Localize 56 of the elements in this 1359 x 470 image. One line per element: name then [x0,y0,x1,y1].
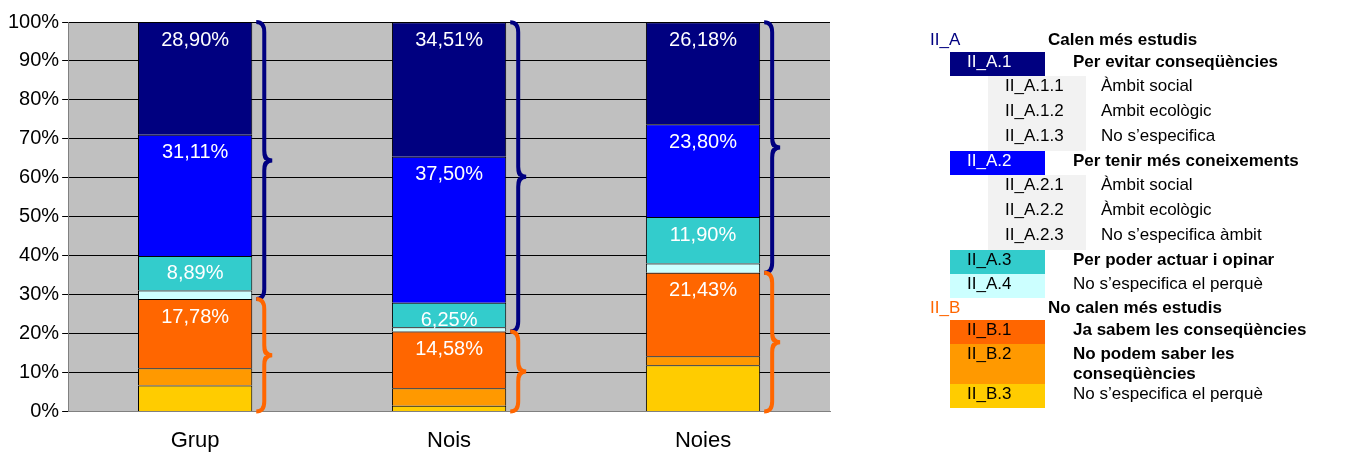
y-tick-label: 80% [19,87,60,110]
data-label: 26,18% [669,27,738,50]
data-label: 28,90% [161,27,230,50]
text: II_B.1 [950,320,1045,344]
y-tick-label: 10% [19,360,60,383]
text: Per poder actuar i opinar [1072,250,1276,271]
data-label: 6,25% [420,308,478,331]
text: Àmbit ecològic [1100,200,1212,221]
text: II_A.1 [950,52,1045,76]
text: Ambit ecològic [1100,101,1212,122]
x-tick-label: Noies [674,426,732,452]
text: II_B.3 [950,384,1045,408]
text: II_A.3 [950,250,1045,274]
text: II_A.1.3 [988,126,1086,151]
text: No calen més estudis [1048,298,1222,319]
data-label: 14,58% [415,336,484,359]
y-tick-label: 40% [19,243,60,266]
text: Per tenir més coneixements [1072,151,1300,172]
text: II_A.2.3 [988,225,1086,250]
y-tick-label: 100% [8,9,60,32]
text: II_A.1.2 [988,101,1086,126]
y-tick-label: 60% [19,165,60,188]
text: Per evitar conseqüències [1072,52,1280,73]
x-tick-label: Grup [170,426,220,452]
text: Calen més estudis [1048,30,1198,51]
text: No s’especifica [1100,126,1216,147]
y-tick-label: 30% [19,282,60,305]
text: II_A [929,30,962,51]
text: Àmbit social [1100,175,1193,196]
y-tick-label: 0% [30,399,60,422]
y-tick-label: 70% [19,126,60,149]
x-tick-label: Nois [427,426,472,452]
text: II_A.2.1 [988,175,1086,200]
data-label: 8,89% [166,261,224,284]
text: II_A.1.1 [988,76,1086,101]
data-label: 17,78% [161,304,230,327]
text: Àmbit social [1100,76,1193,97]
text: Ja sabem les conseqüències [1072,320,1308,341]
data-label: 31,11% [161,140,229,163]
text: No s’especifica el perquè [1072,384,1264,405]
text: II_B.2 [950,344,1045,384]
y-tick-label: 20% [19,321,60,344]
data-label: 37,50% [415,162,484,185]
data-label: 21,43% [669,278,738,301]
text: II_A.2 [950,151,1045,175]
text: II_A.4 [950,274,1045,298]
text: No s’especifica el perquè [1072,274,1264,295]
y-tick-label: 90% [19,48,60,71]
y-tick-label: 50% [19,204,60,227]
data-label: 11,90% [669,222,737,245]
text: II_A.2.2 [988,200,1086,225]
text: No podem saber les conseqüències [1072,344,1236,384]
text: No s’especifica àmbit [1100,225,1262,246]
data-label: 23,80% [669,129,738,152]
text: II_B [929,298,962,319]
data-label: 34,51% [415,27,484,50]
